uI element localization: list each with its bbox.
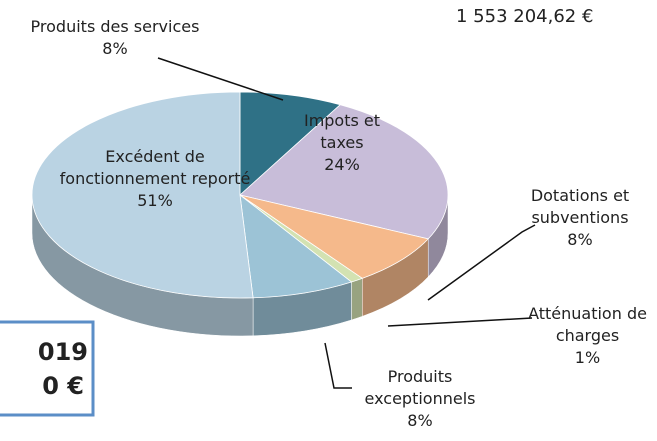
slice-percent: 8% [567,230,593,249]
leader-lines [157,57,536,389]
slice-percent: 8% [407,411,433,430]
slice-percent: 1% [574,348,601,367]
summary-box [0,320,95,417]
pie-slice [239,91,342,196]
slice-name: Produits des services [30,17,200,36]
slice-percent: 24% [324,155,360,174]
slice-label: Produits des services 8% [10,16,220,60]
leader-line [324,342,352,389]
pie-slice [239,194,353,299]
leader-line [157,57,284,101]
slice-percent: 51% [137,191,173,210]
slice-label: Impots et taxes 24% [292,110,392,176]
box-amount: 0 € [42,372,84,400]
pie-slice [239,104,449,240]
leader-line [427,224,536,301]
total-amount: 1 553 204,62 € [456,6,594,27]
slice-label: Produits exceptionnels 8% [345,366,495,432]
box-year: 019 [37,338,88,366]
slice-label: Excédent de fonctionnement reporté 51% [50,146,260,212]
slice-name: Impots et taxes [303,111,381,152]
pie-slice [239,194,429,279]
pie-slice [31,91,254,299]
slice-name: Excédent de fonctionnement reporté [59,147,251,188]
pie-slices [31,91,449,337]
slice-name: Dotations et subventions [530,186,630,227]
slice-name: Atténuation de charges [528,304,647,345]
slice-percent: 8% [102,39,128,58]
slice-label: Atténuation de charges 1% [500,303,657,369]
slice-label: Dotations et subventions 8% [500,185,657,251]
slice-name: Produits exceptionnels [364,367,476,408]
leader-line [387,317,533,327]
pie-side [351,277,363,321]
